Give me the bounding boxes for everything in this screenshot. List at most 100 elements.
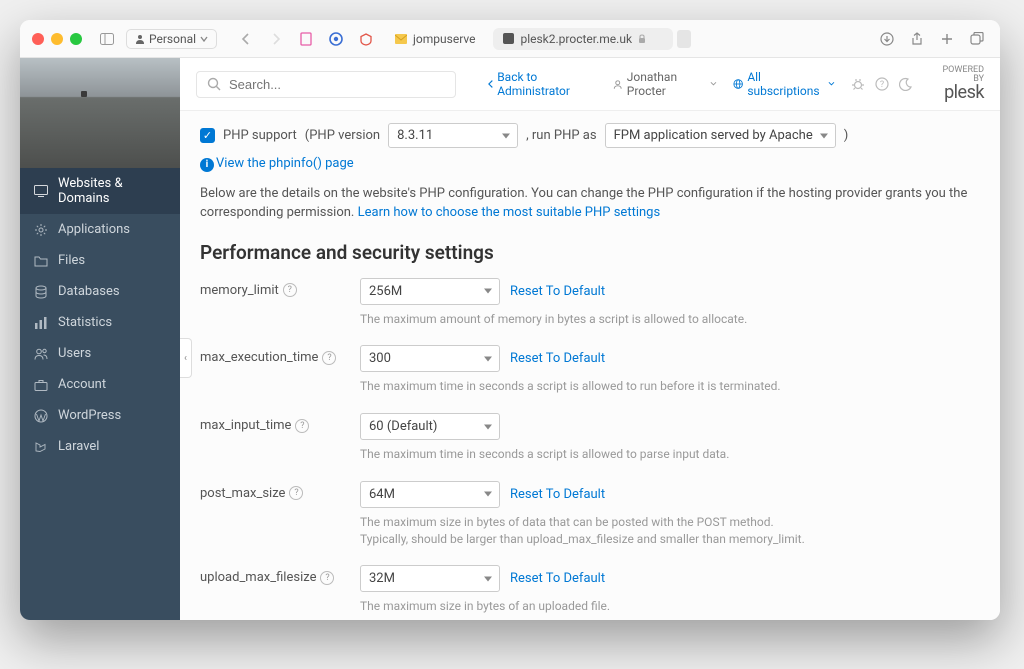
post-max-size-input[interactable]: 64M bbox=[360, 481, 500, 508]
tab-overview-icon[interactable] bbox=[966, 28, 988, 50]
post-max-size-reset[interactable]: Reset To Default bbox=[510, 487, 605, 502]
sidebar-item-label: Websites & Domains bbox=[58, 176, 166, 206]
profile-button[interactable]: Personal bbox=[126, 29, 217, 49]
search-input[interactable] bbox=[229, 77, 445, 92]
search-icon bbox=[207, 77, 221, 91]
extension-icon-2[interactable] bbox=[325, 28, 347, 50]
memory-limit-input[interactable]: 256M bbox=[360, 278, 500, 305]
close-paren: ) bbox=[844, 128, 849, 143]
sidebar-item-websites-domains[interactable]: Websites & Domains bbox=[20, 168, 180, 214]
memory-limit-hint: The maximum amount of memory in bytes a … bbox=[360, 311, 820, 328]
upload-max-filesize-input[interactable]: 32M bbox=[360, 565, 500, 592]
reader-mode-icon[interactable] bbox=[677, 30, 691, 48]
row-max-execution-time: max_execution_time? 300 Reset To Default… bbox=[200, 345, 980, 395]
wp-icon bbox=[34, 409, 48, 423]
sidebar-item-label: Account bbox=[58, 377, 106, 392]
sidebar-item-files[interactable]: Files bbox=[20, 245, 180, 276]
gear-icon bbox=[34, 223, 48, 237]
profile-label: Personal bbox=[149, 32, 196, 46]
user-icon bbox=[613, 79, 622, 90]
sidebar: Websites & Domains Applications Files Datab… bbox=[20, 58, 180, 620]
app-body: Websites & Domains Applications Files Datab… bbox=[20, 58, 1000, 620]
dark-mode-icon[interactable] bbox=[899, 77, 913, 91]
help-icon[interactable]: ? bbox=[283, 283, 297, 297]
sidebar-item-label: Files bbox=[58, 253, 85, 268]
back-button[interactable] bbox=[235, 28, 257, 50]
max-input-time-input[interactable]: 60 (Default) bbox=[360, 413, 500, 440]
max-execution-time-reset[interactable]: Reset To Default bbox=[510, 351, 605, 366]
user-menu[interactable]: Jonathan Procter bbox=[613, 70, 717, 98]
download-icon[interactable] bbox=[876, 28, 898, 50]
perf-section-title: Performance and security settings bbox=[200, 241, 980, 264]
upload-max-filesize-hint: The maximum size in bytes of an uploaded… bbox=[360, 598, 820, 615]
sidebar-item-account[interactable]: Account bbox=[20, 369, 180, 400]
minimize-window-button[interactable] bbox=[51, 33, 63, 45]
sidebar-item-label: Databases bbox=[58, 284, 120, 299]
sidebar-item-users[interactable]: Users bbox=[20, 338, 180, 369]
max-execution-time-hint: The maximum time in seconds a script is … bbox=[360, 378, 820, 395]
extension-icon-1[interactable] bbox=[295, 28, 317, 50]
search-box[interactable] bbox=[196, 71, 456, 98]
sidebar-collapse-handle[interactable]: ‹ bbox=[180, 338, 192, 378]
top-toolbar: Back to Administrator Jonathan Procter A… bbox=[180, 58, 1000, 111]
mail-icon bbox=[395, 34, 407, 44]
php-version-select[interactable]: 8.3.11 bbox=[388, 123, 518, 148]
subscriptions-menu[interactable]: All subscriptions bbox=[733, 70, 835, 98]
monitor-icon bbox=[34, 185, 48, 197]
browser-chrome: Personal jompuserve plesk2.procter.me.uk bbox=[20, 20, 1000, 58]
sidebar-item-wordpress[interactable]: WordPress bbox=[20, 400, 180, 431]
bug-icon[interactable] bbox=[851, 77, 865, 91]
php-support-label: PHP support bbox=[223, 128, 297, 143]
php-handler-select[interactable]: FPM application served by Apache bbox=[605, 123, 836, 148]
max-execution-time-input[interactable]: 300 bbox=[360, 345, 500, 372]
plesk-favicon bbox=[503, 33, 514, 44]
sidebar-item-label: Laravel bbox=[58, 439, 99, 454]
share-icon[interactable] bbox=[906, 28, 928, 50]
row-max-input-time: max_input_time? 60 (Default) The maximum… bbox=[200, 413, 980, 463]
stack-icon bbox=[34, 285, 48, 299]
chevron-left-icon bbox=[488, 79, 493, 89]
top-icon-group: ? bbox=[851, 77, 913, 91]
traffic-lights bbox=[32, 33, 82, 45]
sidebar-screenshot bbox=[20, 58, 180, 168]
upload-max-filesize-label: upload_max_filesize bbox=[200, 570, 316, 585]
php-version-label: (PHP version bbox=[305, 128, 380, 143]
post-max-size-hint: The maximum size in bytes of data that c… bbox=[360, 514, 820, 548]
browser-tab-1[interactable]: jompuserve bbox=[385, 28, 485, 50]
sidebar-item-applications[interactable]: Applications bbox=[20, 214, 180, 245]
help-icon[interactable]: ? bbox=[322, 351, 336, 365]
new-tab-icon[interactable] bbox=[936, 28, 958, 50]
close-window-button[interactable] bbox=[32, 33, 44, 45]
sidebar-item-label: Applications bbox=[58, 222, 130, 237]
learn-more-link[interactable]: Learn how to choose the most suitable PH… bbox=[358, 205, 661, 220]
sidebar-toggle-icon[interactable] bbox=[96, 28, 118, 50]
sidebar-item-laravel[interactable]: Laravel bbox=[20, 431, 180, 462]
plesk-brand: POWERED BY plesk bbox=[937, 66, 984, 102]
phpinfo-link[interactable]: iView the phpinfo() page bbox=[200, 156, 354, 172]
max-input-time-label: max_input_time bbox=[200, 418, 291, 433]
maximize-window-button[interactable] bbox=[70, 33, 82, 45]
memory-limit-reset[interactable]: Reset To Default bbox=[510, 284, 605, 299]
help-icon[interactable]: ? bbox=[289, 486, 303, 500]
lock-icon bbox=[638, 34, 646, 44]
extension-icon-3[interactable] bbox=[355, 28, 377, 50]
main-content: Back to Administrator Jonathan Procter A… bbox=[180, 58, 1000, 620]
back-to-admin-link[interactable]: Back to Administrator bbox=[488, 70, 597, 98]
php-support-row: ✓ PHP support (PHP version 8.3.11 , run … bbox=[200, 123, 980, 172]
help-icon[interactable]: ? bbox=[320, 571, 334, 585]
chevron-down-icon bbox=[828, 81, 835, 87]
php-support-checkbox[interactable]: ✓ bbox=[200, 128, 215, 143]
memory-limit-label: memory_limit bbox=[200, 283, 279, 298]
post-max-size-label: post_max_size bbox=[200, 486, 285, 501]
help-icon[interactable]: ? bbox=[875, 77, 889, 91]
tab-2-label: plesk2.procter.me.uk bbox=[520, 32, 632, 46]
row-memory-limit: memory_limit? 256M Reset To Default The … bbox=[200, 278, 980, 328]
sidebar-item-statistics[interactable]: Statistics bbox=[20, 307, 180, 338]
tab-1-label: jompuserve bbox=[413, 32, 475, 46]
upload-max-filesize-reset[interactable]: Reset To Default bbox=[510, 571, 605, 586]
help-icon[interactable]: ? bbox=[295, 419, 309, 433]
sidebar-item-databases[interactable]: Databases bbox=[20, 276, 180, 307]
forward-button[interactable] bbox=[265, 28, 287, 50]
browser-tab-2[interactable]: plesk2.procter.me.uk bbox=[493, 28, 673, 50]
max-input-time-hint: The maximum time in seconds a script is … bbox=[360, 446, 820, 463]
